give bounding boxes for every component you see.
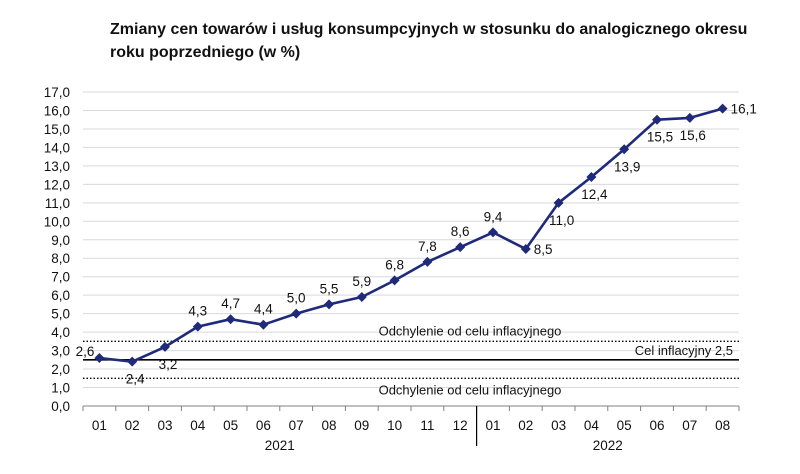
x-tick-label: 06 <box>649 418 664 433</box>
y-tick-label: 6,0 <box>51 288 70 303</box>
data-point <box>127 356 138 367</box>
data-point <box>422 256 433 267</box>
x-tick-label: 01 <box>92 418 107 433</box>
y-tick-label: 9,0 <box>51 233 70 248</box>
data-point <box>356 292 367 303</box>
data-label: 3,2 <box>159 357 178 372</box>
x-tick-label: 05 <box>223 418 238 433</box>
inflation-target-label: Cel inflacyjny 2,5 <box>635 343 733 358</box>
tolerance-upper-label: Odchylenie od celu inflacyjnego <box>379 323 562 338</box>
data-point <box>258 319 269 330</box>
data-point <box>553 197 564 208</box>
data-point <box>94 352 105 363</box>
x-tick-label: 07 <box>682 418 697 433</box>
data-point <box>586 171 597 182</box>
tolerance-lower-label: Odchylenie od celu inflacyjnego <box>379 382 562 397</box>
data-point <box>160 341 170 352</box>
x-tick-label: 04 <box>190 418 206 433</box>
data-point <box>225 314 236 325</box>
y-tick-label: 5,0 <box>51 307 70 322</box>
x-tick-label: 08 <box>715 418 730 433</box>
x-tick-label: 04 <box>584 418 600 433</box>
x-tick-label: 06 <box>256 418 271 433</box>
x-tick-label: 08 <box>321 418 336 433</box>
data-point <box>717 103 728 114</box>
x-tick-label: 01 <box>485 418 500 433</box>
data-point <box>488 227 498 238</box>
y-tick-label: 17,0 <box>44 85 70 100</box>
data-label: 2,6 <box>76 344 95 359</box>
data-label: 15,5 <box>647 130 673 145</box>
data-label: 5,5 <box>320 281 339 296</box>
data-point <box>455 242 466 253</box>
x-tick-label: 11 <box>420 418 434 433</box>
data-label: 4,7 <box>221 296 240 311</box>
data-label: 9,4 <box>484 209 503 224</box>
y-tick-label: 16,0 <box>44 103 70 118</box>
series-line <box>99 107 723 364</box>
x-tick-label: 12 <box>453 418 468 433</box>
y-tick-label: 8,0 <box>51 251 70 266</box>
x-tick-label: 10 <box>387 418 402 433</box>
y-tick-label: 3,0 <box>51 344 70 359</box>
data-label: 2,4 <box>126 372 145 387</box>
data-point <box>291 308 302 319</box>
data-label: 13,9 <box>614 159 640 174</box>
data-point <box>684 112 695 123</box>
data-point <box>324 299 334 310</box>
data-point <box>389 275 400 286</box>
data-label: 16,1 <box>731 102 757 117</box>
data-label: 5,9 <box>352 274 371 289</box>
data-label: 8,5 <box>534 242 553 257</box>
y-tick-label: 13,0 <box>44 159 70 174</box>
data-label: 4,4 <box>254 302 273 317</box>
data-point <box>619 144 630 155</box>
y-tick-label: 14,0 <box>44 140 70 155</box>
y-tick-label: 12,0 <box>44 177 70 192</box>
y-tick-label: 10,0 <box>44 214 70 229</box>
year-label: 2021 <box>265 438 295 453</box>
data-label: 4,3 <box>188 304 207 319</box>
y-tick-label: 7,0 <box>51 270 70 285</box>
y-tick-label: 11,0 <box>45 196 70 211</box>
x-tick-label: 03 <box>157 418 172 433</box>
data-point <box>192 321 203 332</box>
data-point <box>652 114 662 125</box>
data-label: 5,0 <box>287 291 306 306</box>
x-tick-label: 02 <box>518 418 533 433</box>
x-tick-label: 09 <box>354 418 369 433</box>
data-label: 15,6 <box>680 128 706 143</box>
x-tick-label: 03 <box>551 418 566 433</box>
data-label: 6,8 <box>385 257 404 272</box>
y-tick-label: 15,0 <box>44 122 70 137</box>
y-tick-label: 0,0 <box>51 399 70 414</box>
x-tick-label: 05 <box>617 418 632 433</box>
x-tick-label: 02 <box>125 418 140 433</box>
chart-title: Zmiany cen towarów i usług konsumpcyjnyc… <box>110 21 748 61</box>
x-tick-label: 07 <box>289 418 304 433</box>
data-label: 12,4 <box>581 187 608 202</box>
y-tick-label: 1,0 <box>51 381 70 396</box>
year-label: 2022 <box>593 438 623 453</box>
data-label: 11,0 <box>549 213 574 228</box>
data-point <box>520 244 531 254</box>
data-label: 7,8 <box>418 239 437 254</box>
y-tick-label: 4,0 <box>51 325 70 340</box>
data-label: 8,6 <box>451 224 470 239</box>
y-tick-label: 2,0 <box>51 362 70 377</box>
